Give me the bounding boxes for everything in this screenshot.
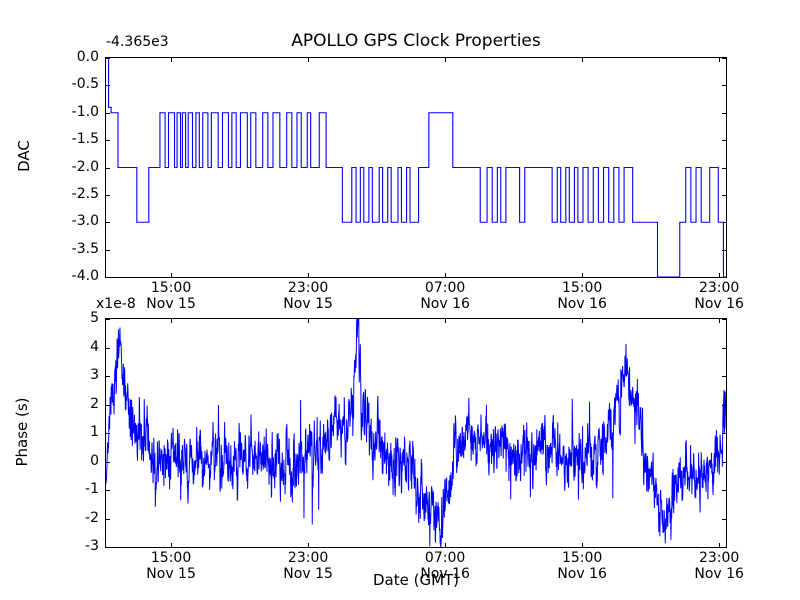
x-tick-mark	[445, 58, 447, 62]
x-tick-label: 07:00 Nov 16	[420, 550, 470, 582]
dac-y-axis-label: DAC	[15, 140, 33, 172]
y-tick-mark	[722, 319, 726, 320]
x-tick-mark	[308, 273, 310, 277]
y-tick-mark	[106, 277, 110, 278]
y-tick-mark	[722, 547, 726, 548]
y-tick-label: -2.5	[71, 185, 99, 202]
y-tick-mark	[106, 249, 110, 251]
y-tick-mark	[722, 194, 726, 196]
y-tick-mark	[722, 58, 726, 59]
y-tick-mark	[722, 167, 726, 169]
x-tick-mark	[308, 543, 310, 547]
y-tick-mark	[106, 518, 110, 520]
y-tick-label: 5	[90, 310, 99, 326]
x-tick-mark	[719, 58, 721, 62]
y-tick-label: -4.0	[71, 268, 99, 284]
x-tick-mark	[445, 273, 447, 277]
y-tick-mark	[722, 347, 726, 349]
y-tick-mark	[722, 140, 726, 142]
y-tick-mark	[722, 85, 726, 87]
y-tick-label: -2.0	[71, 158, 99, 175]
y-tick-label: -3.0	[71, 213, 99, 230]
x-tick-label: 15:00 Nov 16	[557, 280, 607, 312]
y-tick-label: 2	[90, 395, 99, 412]
x-tick-mark	[582, 273, 584, 277]
x-tick-mark	[171, 58, 173, 62]
y-tick-mark	[106, 547, 110, 548]
dac-y-offset-text: -4.365e3	[106, 34, 169, 50]
y-tick-label: -3	[85, 538, 99, 554]
y-tick-label: 0	[90, 452, 99, 469]
phase-x-axis-label: Date (GMT)	[372, 571, 460, 589]
x-tick-mark	[171, 543, 173, 547]
y-tick-label: -3.5	[71, 240, 99, 257]
x-tick-label: 23:00 Nov 15	[283, 280, 333, 312]
figure-title: APOLLO GPS Clock Properties	[291, 31, 541, 51]
dac-line-plot	[106, 58, 726, 277]
x-tick-mark	[719, 273, 721, 277]
x-tick-mark	[308, 319, 310, 323]
x-tick-mark	[582, 319, 584, 323]
y-tick-label: 0.0	[76, 49, 99, 65]
x-tick-mark	[445, 319, 447, 323]
phase-y-offset-text: x1e-8	[96, 296, 136, 312]
y-tick-mark	[106, 194, 110, 196]
y-tick-mark	[106, 140, 110, 142]
x-tick-label: 23:00 Nov 15	[283, 550, 333, 582]
y-tick-label: -2	[85, 509, 99, 526]
y-tick-mark	[722, 518, 726, 520]
y-tick-label: 4	[90, 338, 99, 355]
y-tick-mark	[722, 222, 726, 224]
x-tick-mark	[171, 319, 173, 323]
x-tick-label: 23:00 Nov 16	[694, 280, 744, 312]
x-tick-mark	[308, 58, 310, 62]
y-tick-mark	[722, 249, 726, 251]
phase-y-axis-label: Phase (s)	[13, 397, 31, 467]
dac-axes	[105, 57, 727, 278]
x-tick-mark	[719, 543, 721, 547]
y-tick-mark	[106, 58, 110, 59]
x-tick-mark	[445, 543, 447, 547]
x-tick-label: 15:00 Nov 16	[557, 550, 607, 582]
y-tick-mark	[106, 376, 110, 377]
y-tick-label: -0.5	[71, 76, 99, 93]
y-tick-mark	[106, 433, 110, 434]
y-tick-mark	[106, 404, 110, 406]
phase-line-plot	[106, 319, 726, 547]
y-tick-mark	[722, 112, 726, 114]
y-tick-mark	[106, 222, 110, 224]
y-tick-mark	[722, 376, 726, 377]
x-tick-label: 07:00 Nov 16	[420, 280, 470, 312]
y-tick-mark	[722, 461, 726, 463]
y-tick-mark	[106, 319, 110, 320]
x-tick-label: 23:00 Nov 16	[694, 550, 744, 582]
y-tick-label: 3	[90, 367, 99, 383]
y-tick-mark	[722, 433, 726, 434]
x-tick-mark	[582, 543, 584, 547]
y-tick-mark	[722, 490, 726, 491]
x-tick-mark	[582, 58, 584, 62]
y-tick-mark	[722, 277, 726, 278]
y-tick-label: -1	[85, 481, 99, 497]
x-tick-label: 15:00 Nov 15	[146, 550, 196, 582]
phase-trace	[106, 319, 726, 547]
x-tick-mark	[719, 319, 721, 323]
y-tick-label: -1.0	[71, 103, 99, 120]
y-tick-mark	[106, 167, 110, 169]
x-tick-label: 15:00 Nov 15	[146, 280, 196, 312]
y-tick-mark	[106, 112, 110, 114]
phase-axes	[105, 318, 727, 548]
y-tick-label: -1.5	[71, 131, 99, 148]
y-tick-mark	[106, 461, 110, 463]
y-tick-mark	[722, 404, 726, 406]
y-tick-mark	[106, 490, 110, 491]
y-tick-mark	[106, 347, 110, 349]
dac-trace	[106, 58, 726, 277]
y-tick-label: 1	[90, 424, 99, 440]
x-tick-mark	[171, 273, 173, 277]
y-tick-mark	[106, 85, 110, 87]
